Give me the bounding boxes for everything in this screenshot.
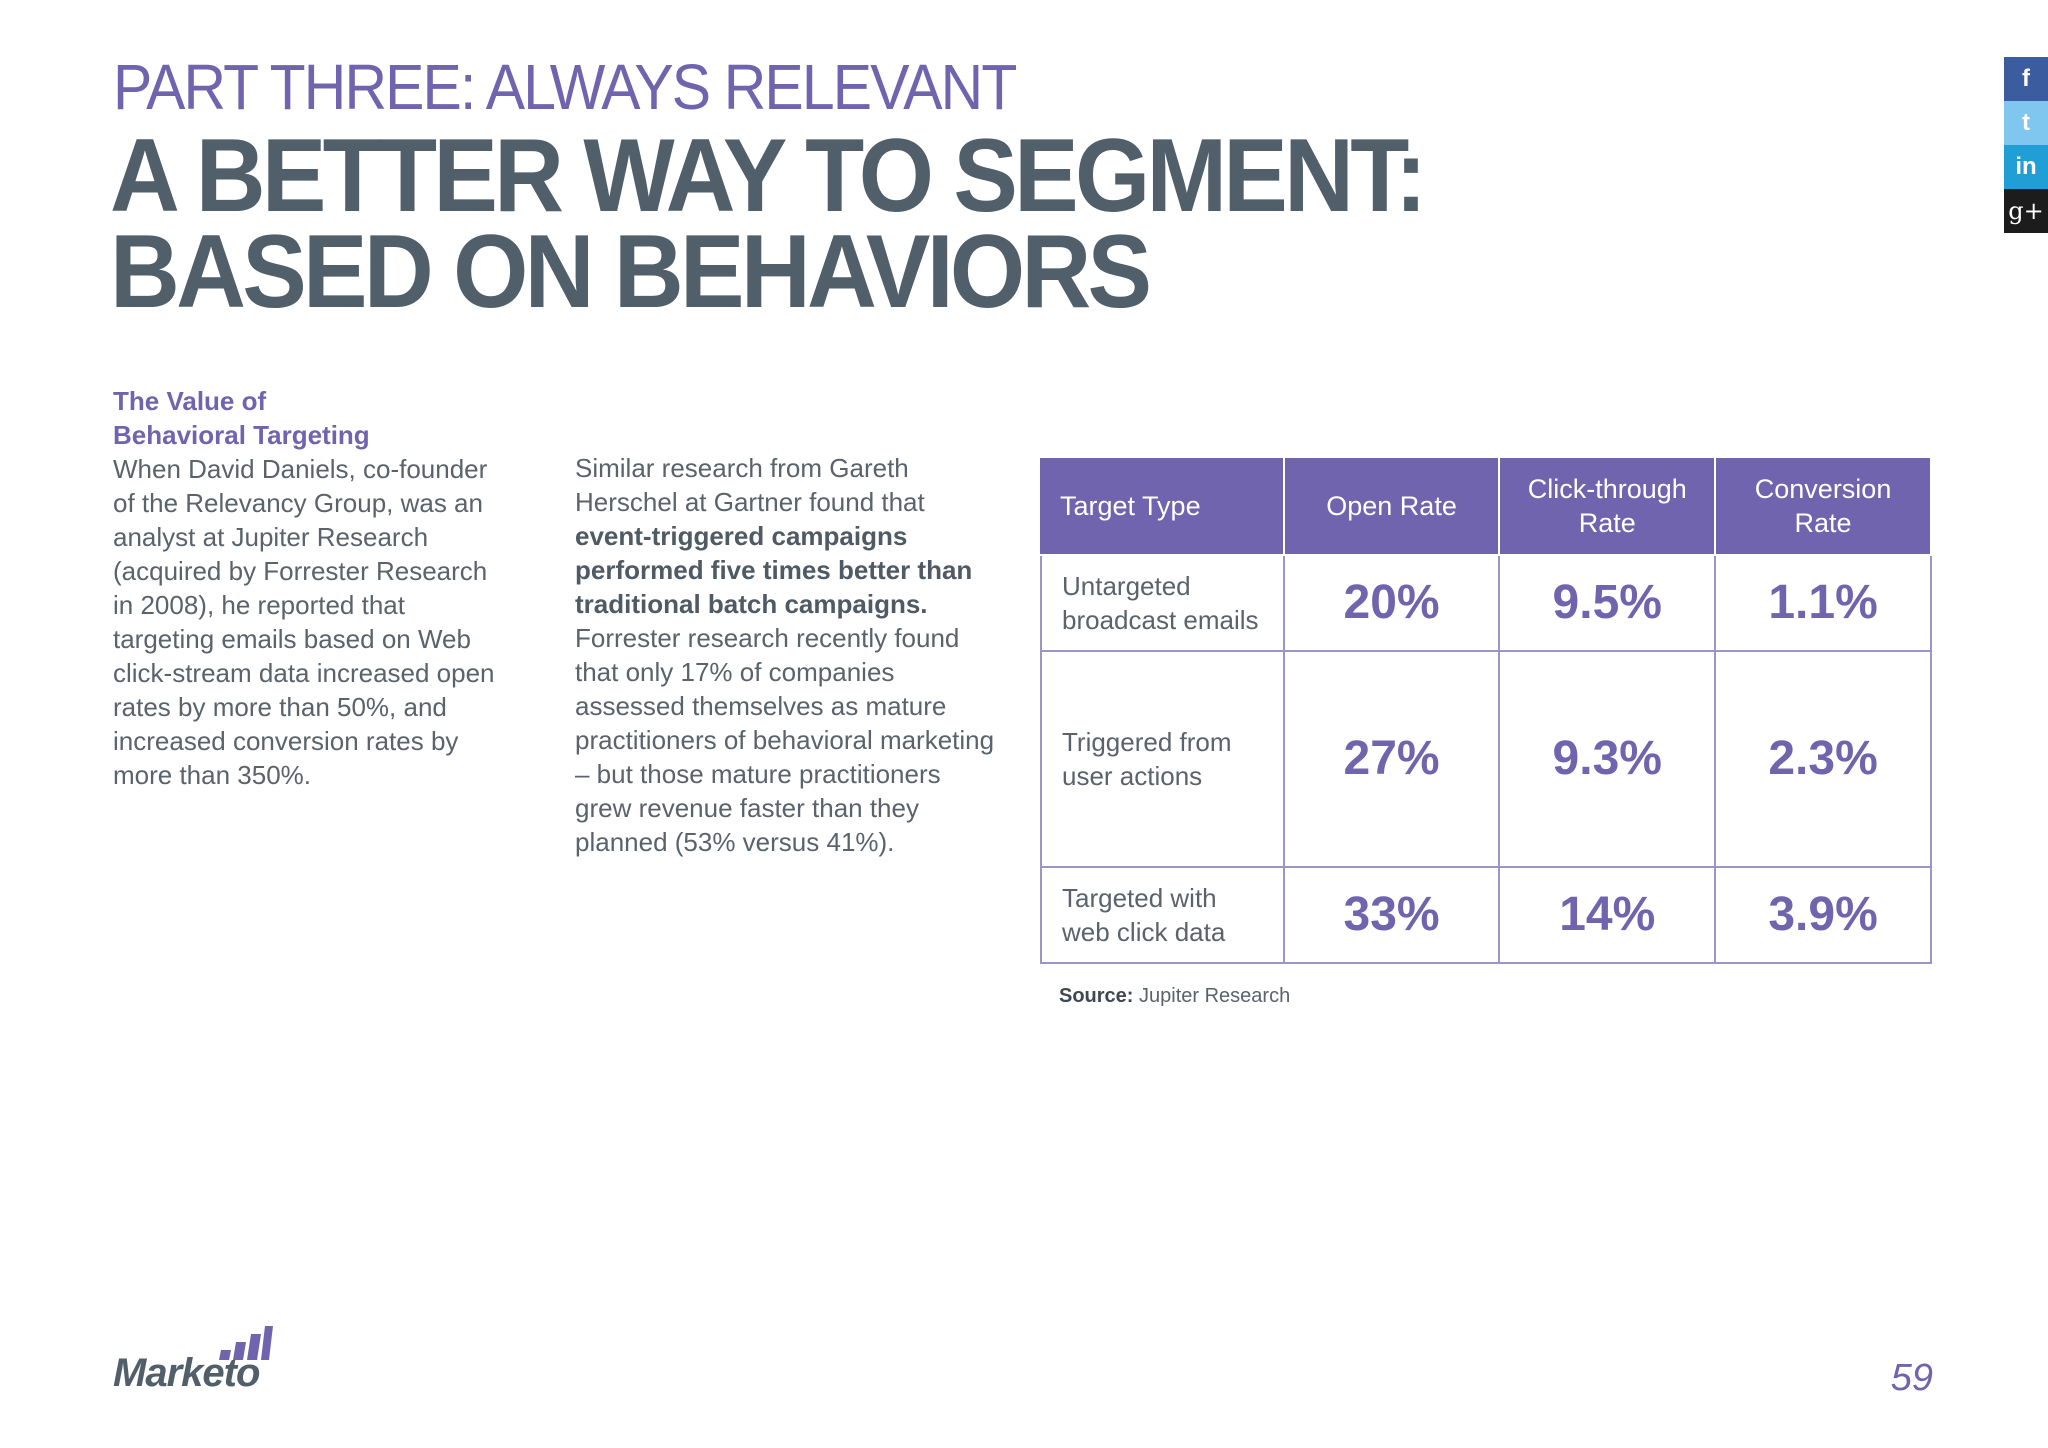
open-rate-value: 27% — [1282, 650, 1501, 868]
facebook-icon[interactable]: f — [2004, 57, 2048, 101]
column2-emphasis: event-triggered campaigns performed five… — [575, 521, 973, 619]
header-open-rate: Open Rate — [1282, 456, 1501, 556]
header-target-type: Target Type — [1040, 456, 1285, 556]
open-rate-value: 33% — [1282, 866, 1501, 964]
column1-body: When David Daniels, co-founder of the Re… — [113, 454, 495, 790]
section-kicker: PART THREE: ALWAYS RELEVANT — [113, 51, 1017, 123]
click-through-value: 9.3% — [1498, 650, 1717, 868]
click-through-value: 14% — [1498, 866, 1717, 964]
logo-wordmark: Marketo — [113, 1351, 260, 1395]
column2-rest: Forrester research recently found that o… — [575, 623, 995, 857]
marketo-logo: Marketo — [113, 1326, 283, 1396]
row-label: Triggered from user actions — [1040, 650, 1285, 868]
twitter-icon[interactable]: t — [2004, 101, 2048, 145]
google-plus-icon[interactable]: g+ — [2004, 189, 2048, 233]
open-rate-value: 20% — [1282, 554, 1501, 652]
subhead-line2: Behavioral Targeting — [113, 420, 370, 450]
conversion-value: 1.1% — [1714, 554, 1932, 652]
social-share-bar: f t in g+ — [2004, 57, 2048, 233]
source-note: Source: Jupiter Research — [1059, 985, 1290, 1008]
table-row: Targeted with web click data 33% 14% 3.9… — [1040, 866, 1932, 964]
row-label: Targeted with web click data — [1040, 866, 1285, 964]
results-table: Target Type Open Rate Click-through Rate… — [1040, 456, 1932, 964]
page-title: A BETTER WAY TO SEGMENT: BASED ON BEHAVI… — [110, 118, 1427, 330]
body-column-2: Similar research from Gareth Herschel at… — [575, 451, 995, 859]
column2-intro: Similar research from Gareth Herschel at… — [575, 453, 925, 517]
table-header-row: Target Type Open Rate Click-through Rate… — [1040, 456, 1932, 556]
signal-bars-icon — [219, 1326, 273, 1360]
linkedin-icon[interactable]: in — [2004, 145, 2048, 189]
conversion-value: 2.3% — [1714, 650, 1932, 868]
source-label: Source: — [1059, 985, 1134, 1007]
subhead-line1: The Value of — [113, 386, 267, 416]
page-title-line1: A BETTER WAY TO SEGMENT: — [110, 118, 1427, 234]
table-row: Triggered from user actions 27% 9.3% 2.3… — [1040, 650, 1932, 868]
source-text: Jupiter Research — [1133, 985, 1291, 1007]
row-label: Untargeted broadcast emails — [1040, 554, 1285, 652]
table-row: Untargeted broadcast emails 20% 9.5% 1.1… — [1040, 554, 1932, 652]
column-subhead: The Value of Behavioral Targeting — [113, 384, 513, 452]
body-column-1: The Value of Behavioral Targeting When D… — [113, 384, 513, 792]
header-click-through-rate: Click-through Rate — [1498, 456, 1717, 556]
page-number: 59 — [1890, 1357, 1933, 1399]
conversion-value: 3.9% — [1714, 866, 1932, 964]
header-conversion-rate: Conversion Rate — [1714, 456, 1932, 556]
click-through-value: 9.5% — [1498, 554, 1717, 652]
page-title-line2: BASED ON BEHAVIORS — [110, 214, 1152, 330]
